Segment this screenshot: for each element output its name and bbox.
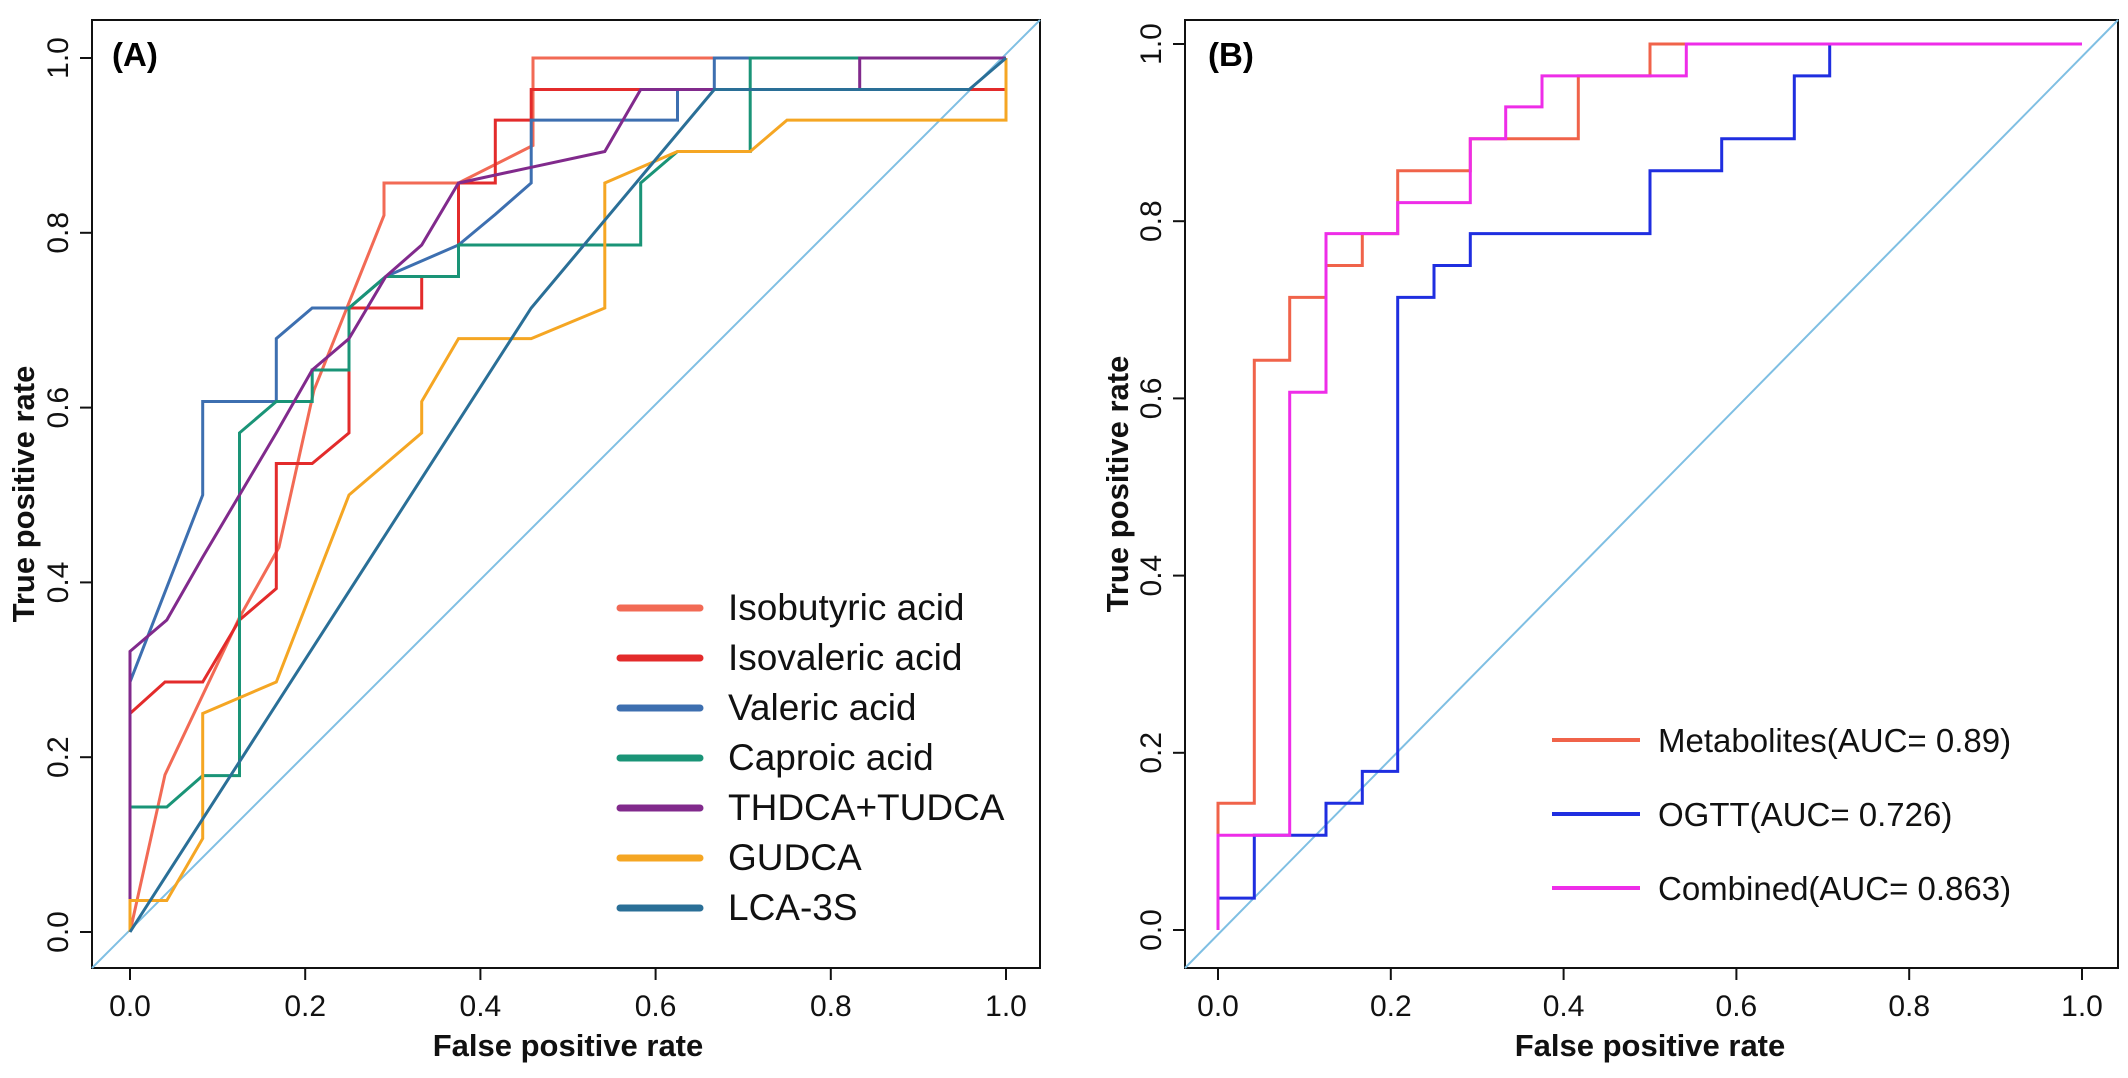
plot-frame bbox=[1184, 19, 2119, 969]
legend-label: Isovaleric acid bbox=[728, 637, 962, 678]
plot-frame bbox=[91, 19, 1041, 969]
series-line-7 bbox=[128, 56, 1007, 933]
legend: Metabolites(AUC= 0.89) OGTT(AUC= 0.726) Co… bbox=[1552, 722, 2011, 907]
legend-label: Caproic acid bbox=[728, 737, 934, 778]
y-tick-label: 1.0 bbox=[42, 37, 75, 79]
legend-label: THDCA+TUDCA bbox=[728, 787, 1005, 828]
series-line-6 bbox=[128, 58, 1008, 932]
x-tick-label: 0.0 bbox=[109, 990, 151, 1023]
y-tick-label: 0.4 bbox=[42, 562, 75, 604]
series-line-2 bbox=[1216, 42, 2082, 930]
x-tick-label: 1.0 bbox=[985, 990, 1027, 1023]
x-tick-label: 0.8 bbox=[810, 990, 852, 1023]
x-tick-label: 0.2 bbox=[284, 990, 326, 1023]
legend-label: LCA-3S bbox=[728, 887, 858, 928]
y-axis-label: True positive rate bbox=[1100, 356, 1135, 613]
x-tick-label: 0.4 bbox=[1543, 990, 1585, 1023]
y-tick-label: 0.0 bbox=[1135, 909, 1168, 951]
y-axis-label: True positive rate bbox=[6, 366, 41, 623]
x-tick-label: 1.0 bbox=[2061, 990, 2103, 1023]
series-line-2 bbox=[128, 58, 1008, 932]
x-tick-label: 0.6 bbox=[1716, 990, 1758, 1023]
legend-label: Metabolites(AUC= 0.89) bbox=[1658, 722, 2011, 759]
reference-diagonal bbox=[1184, 19, 2119, 969]
x-tick-label: 0.6 bbox=[635, 990, 677, 1023]
y-tick-label: 0.6 bbox=[42, 387, 75, 429]
x-tick-label: 0.2 bbox=[1370, 990, 1412, 1023]
y-tick-label: 0.4 bbox=[1135, 555, 1168, 597]
legend-label: Valeric acid bbox=[728, 687, 917, 728]
x-tick-label: 0.4 bbox=[460, 990, 502, 1023]
y-tick-label: 0.2 bbox=[42, 736, 75, 778]
panel-b-roc-chart: 0.0 0.2 0.4 0.6 0.8 1.0 0.0 0.2 0.4 0.6 0.8 1.0 Fals… bbox=[1100, 19, 2119, 1063]
panel-label: (A) bbox=[112, 36, 158, 73]
legend: Isobutyric acid Isovaleric acid Valeric ac… bbox=[616, 587, 1005, 928]
x-axis-label: False positive rate bbox=[433, 1028, 704, 1063]
y-tick-label: 0.8 bbox=[42, 212, 75, 254]
y-tick-label: 0.8 bbox=[1135, 200, 1168, 242]
reference-diagonal bbox=[91, 19, 1041, 969]
x-tick-label: 0.0 bbox=[1197, 990, 1239, 1023]
legend-label: Combined(AUC= 0.863) bbox=[1658, 870, 2011, 907]
series-line-3 bbox=[1216, 42, 2082, 930]
y-tick-label: 1.0 bbox=[1135, 23, 1168, 65]
x-tick-label: 0.8 bbox=[1888, 990, 1930, 1023]
y-tick-label: 0.0 bbox=[42, 911, 75, 953]
y-tick-label: 0.6 bbox=[1135, 378, 1168, 420]
legend-label: Isobutyric acid bbox=[728, 587, 965, 628]
y-tick-label: 0.2 bbox=[1135, 732, 1168, 774]
legend-label: GUDCA bbox=[728, 837, 862, 878]
legend-label: OGTT(AUC= 0.726) bbox=[1658, 796, 1952, 833]
x-axis-label: False positive rate bbox=[1515, 1028, 1786, 1063]
panel-label: (B) bbox=[1208, 36, 1254, 73]
panel-a-roc-chart: 0.0 0.2 0.4 0.6 0.8 1.0 0.0 0.2 0.4 0.6 0.8 1.0 Fals… bbox=[6, 19, 1041, 1063]
